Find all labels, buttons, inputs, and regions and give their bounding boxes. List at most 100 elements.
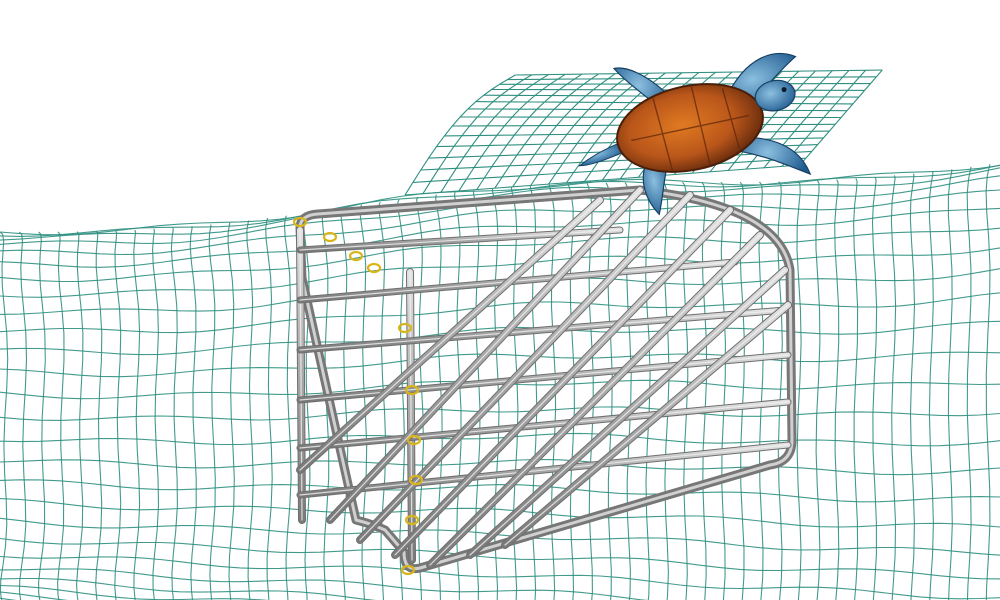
attachment-ring [397, 322, 413, 334]
grid-deflector-bar-highlight [329, 189, 641, 521]
net-hoop [909, 173, 916, 600]
attachment-ring [406, 434, 422, 446]
net-line [0, 555, 1000, 600]
grid-deflector-bar-highlight [469, 269, 786, 556]
net-hoop [605, 182, 613, 600]
net-hoop [985, 164, 991, 600]
net-hoop [246, 220, 254, 600]
net-hoop [416, 196, 424, 600]
net-hoop [435, 194, 443, 600]
flap-line [494, 73, 600, 189]
grid-front-post-highlight [409, 271, 413, 561]
net-line [0, 406, 1000, 421]
net-hoop [397, 199, 406, 600]
net-hoop [152, 228, 160, 600]
net-line [0, 351, 1000, 378]
net-line [0, 577, 377, 600]
net-hoop [777, 181, 783, 600]
net-hoop [283, 215, 292, 600]
attachment-ring [322, 231, 338, 243]
flap-line [512, 73, 616, 188]
net-hoop [133, 229, 141, 600]
net-hoop [340, 207, 349, 600]
grid-frame-outline-shine [298, 188, 794, 571]
turtle-shell-scutes [631, 86, 749, 171]
attachment-ring [400, 564, 416, 576]
net-line [0, 479, 1000, 503]
net-line [0, 247, 1000, 298]
attachment-ring [404, 384, 420, 396]
net-hoop [114, 230, 122, 600]
net-hoop [947, 169, 953, 600]
flap-line [422, 74, 533, 194]
net-line [0, 458, 1000, 476]
net-line [0, 207, 1000, 268]
net-hoop [853, 178, 859, 600]
net-hoop [624, 182, 632, 600]
net-line [0, 164, 1000, 237]
net-hoop [227, 222, 235, 600]
net-hoop [265, 217, 273, 600]
turtle-rear-flipper-right [741, 136, 812, 176]
net-line [0, 167, 1000, 241]
flap-line [440, 74, 549, 193]
grid-deflector-bar-highlight [429, 234, 761, 566]
flap-line [476, 73, 583, 190]
attachment-rings [292, 216, 424, 576]
net-hoop [796, 180, 802, 600]
net-line [0, 591, 69, 600]
net-hoop [871, 176, 878, 600]
net-hoop [662, 181, 670, 600]
flap-line [530, 72, 633, 186]
net-line [0, 320, 1000, 356]
net-line [0, 517, 1000, 556]
net-line [0, 189, 1000, 256]
flap-line [548, 72, 650, 185]
turtle-rear-flipper-left [642, 158, 669, 216]
net-line [0, 537, 1000, 580]
net-hoop [57, 231, 65, 600]
net-hoop [510, 187, 519, 600]
net-hoop [834, 179, 840, 600]
net-hoop [208, 224, 216, 600]
net-hoop [966, 166, 972, 600]
net-hoop [378, 201, 387, 600]
attachment-ring [292, 216, 308, 228]
grid-crossbar-highlight [299, 354, 789, 401]
net-hoop [453, 192, 462, 600]
net-hoop [815, 180, 821, 600]
grid-deflector-bar-highlight [504, 304, 789, 546]
attachment-ring [404, 514, 420, 526]
attachment-ring [366, 262, 382, 274]
net-hoop [567, 183, 575, 600]
net-hoop [890, 175, 897, 600]
net-line [0, 568, 649, 600]
grid-frame [295, 185, 797, 574]
flap-line [404, 74, 516, 196]
net-hoop [0, 231, 9, 600]
turtle-eye [781, 87, 787, 93]
net-hoop [76, 231, 84, 600]
net-hoop [18, 231, 28, 600]
grid-crossbar-highlight [299, 444, 789, 496]
net-hoop [643, 182, 651, 600]
grid-deflector-bar-highlight [394, 209, 731, 556]
flap-line [458, 73, 566, 192]
net-hoop [928, 171, 934, 600]
net-hoop [586, 182, 594, 600]
grid-crossbar-highlight [299, 401, 789, 449]
net-line [0, 584, 269, 600]
attachment-ring [408, 474, 424, 486]
net-line [0, 432, 1000, 447]
net-line [0, 227, 1000, 283]
grid-crossbar-highlight [299, 261, 736, 301]
grid-crossbar-highlight [299, 309, 786, 351]
net-hoop [472, 190, 481, 600]
grid-deflector-bar-highlight [359, 194, 691, 541]
flap-line [781, 69, 867, 167]
net-line [0, 498, 1000, 528]
sea-turtle [577, 53, 812, 216]
net-hoop [170, 227, 178, 600]
net-hoop [95, 230, 103, 600]
